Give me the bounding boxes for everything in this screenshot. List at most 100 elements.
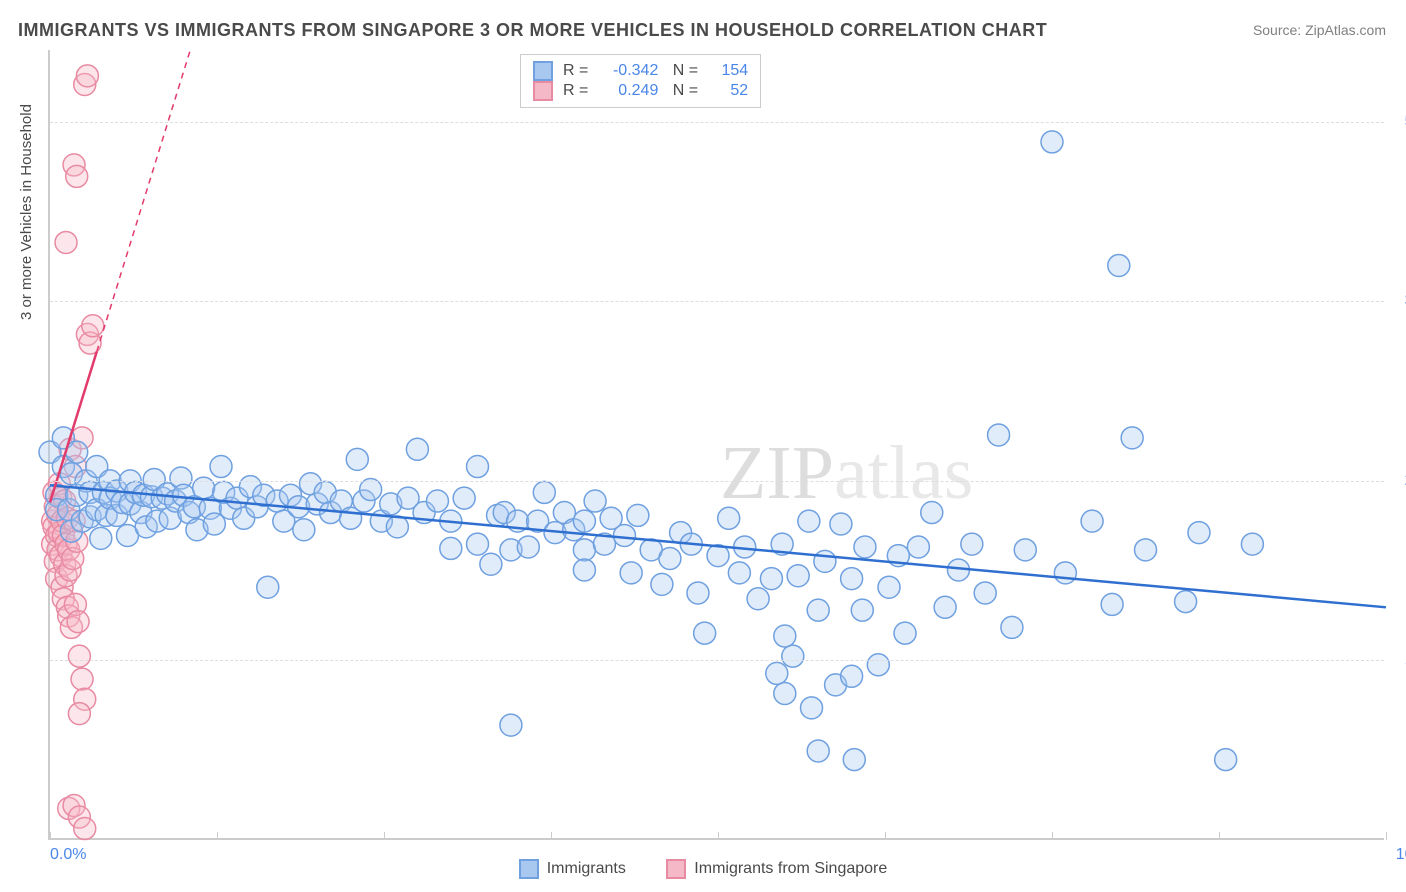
data-point bbox=[467, 456, 489, 478]
gridline bbox=[50, 122, 1384, 123]
n-value-1: 154 bbox=[708, 62, 748, 80]
gridline bbox=[50, 301, 1384, 302]
plot-svg bbox=[50, 50, 1384, 838]
legend-label-1: Immigrants bbox=[547, 860, 626, 878]
data-point bbox=[988, 424, 1010, 446]
data-point bbox=[787, 565, 809, 587]
data-point bbox=[807, 740, 829, 762]
data-point bbox=[613, 524, 635, 546]
data-point bbox=[851, 599, 873, 621]
data-point bbox=[1188, 522, 1210, 544]
data-point bbox=[841, 665, 863, 687]
data-point bbox=[68, 703, 90, 725]
x-tick bbox=[885, 832, 886, 840]
data-point bbox=[1101, 593, 1123, 615]
data-point bbox=[728, 562, 750, 584]
data-point bbox=[573, 539, 595, 561]
data-point bbox=[517, 536, 539, 558]
data-point bbox=[66, 165, 88, 187]
data-point bbox=[90, 527, 112, 549]
data-point bbox=[426, 490, 448, 512]
swatch-series-1 bbox=[533, 61, 553, 81]
data-point bbox=[346, 448, 368, 470]
data-point bbox=[82, 315, 104, 337]
data-point bbox=[467, 533, 489, 555]
source-link[interactable]: ZipAtlas.com bbox=[1305, 22, 1386, 38]
data-point bbox=[867, 654, 889, 676]
data-point bbox=[406, 438, 428, 460]
data-point bbox=[584, 490, 606, 512]
data-point bbox=[830, 513, 852, 535]
legend-label-2: Immigrants from Singapore bbox=[694, 860, 887, 878]
data-point bbox=[500, 714, 522, 736]
data-point bbox=[1081, 510, 1103, 532]
x-tick bbox=[217, 832, 218, 840]
data-point bbox=[798, 510, 820, 532]
r-label-2: R = bbox=[563, 82, 588, 100]
r-value-1: -0.342 bbox=[598, 62, 658, 80]
data-point bbox=[1041, 131, 1063, 153]
x-tick bbox=[1386, 832, 1387, 840]
data-point bbox=[1175, 591, 1197, 613]
x-tick bbox=[1052, 832, 1053, 840]
legend-item-2: Immigrants from Singapore bbox=[666, 859, 887, 879]
data-point bbox=[894, 622, 916, 644]
data-point bbox=[257, 576, 279, 598]
data-point bbox=[1001, 616, 1023, 638]
r-value-2: 0.249 bbox=[598, 82, 658, 100]
data-point bbox=[718, 507, 740, 529]
data-point bbox=[807, 599, 829, 621]
legend-swatch-1 bbox=[519, 859, 539, 879]
data-point bbox=[878, 576, 900, 598]
data-point bbox=[782, 645, 804, 667]
data-point bbox=[386, 516, 408, 538]
data-point bbox=[210, 456, 232, 478]
trend-extrapolate bbox=[97, 50, 191, 352]
trend-line bbox=[50, 485, 1386, 607]
data-point bbox=[1215, 749, 1237, 771]
plot-area: ZIPatlas 12.5%25.0%37.5%50.0%0.0%100.0% bbox=[48, 50, 1384, 840]
data-point bbox=[814, 550, 836, 572]
data-point bbox=[774, 682, 796, 704]
series-legend: Immigrants Immigrants from Singapore bbox=[0, 859, 1406, 884]
x-tick bbox=[1219, 832, 1220, 840]
gridline bbox=[50, 660, 1384, 661]
data-point bbox=[1121, 427, 1143, 449]
data-point bbox=[533, 481, 555, 503]
data-point bbox=[1135, 539, 1157, 561]
data-point bbox=[55, 231, 77, 253]
correlation-legend: R = -0.342 N = 154 R = 0.249 N = 52 bbox=[520, 54, 761, 108]
swatch-series-2 bbox=[533, 81, 553, 101]
data-point bbox=[71, 668, 93, 690]
data-point bbox=[694, 622, 716, 644]
source-prefix: Source: bbox=[1253, 22, 1305, 38]
data-point bbox=[907, 536, 929, 558]
data-point bbox=[934, 596, 956, 618]
data-point bbox=[1108, 254, 1130, 276]
data-point bbox=[659, 547, 681, 569]
data-point bbox=[293, 519, 315, 541]
x-tick bbox=[551, 832, 552, 840]
n-label-2: N = bbox=[668, 82, 698, 100]
data-point bbox=[774, 625, 796, 647]
legend-swatch-2 bbox=[666, 859, 686, 879]
chart-source: Source: ZipAtlas.com bbox=[1253, 22, 1386, 38]
data-point bbox=[801, 697, 823, 719]
data-point bbox=[974, 582, 996, 604]
data-point bbox=[480, 553, 502, 575]
data-point bbox=[573, 559, 595, 581]
legend-row-2: R = 0.249 N = 52 bbox=[533, 81, 748, 101]
data-point bbox=[68, 645, 90, 667]
legend-row-1: R = -0.342 N = 154 bbox=[533, 61, 748, 81]
x-tick bbox=[384, 832, 385, 840]
data-point bbox=[1241, 533, 1263, 555]
data-point bbox=[74, 818, 96, 840]
data-point bbox=[67, 611, 89, 633]
gridline bbox=[50, 481, 1384, 482]
data-point bbox=[573, 510, 595, 532]
data-point bbox=[627, 504, 649, 526]
data-point bbox=[1014, 539, 1036, 561]
x-tick bbox=[718, 832, 719, 840]
data-point bbox=[651, 573, 673, 595]
data-point bbox=[854, 536, 876, 558]
